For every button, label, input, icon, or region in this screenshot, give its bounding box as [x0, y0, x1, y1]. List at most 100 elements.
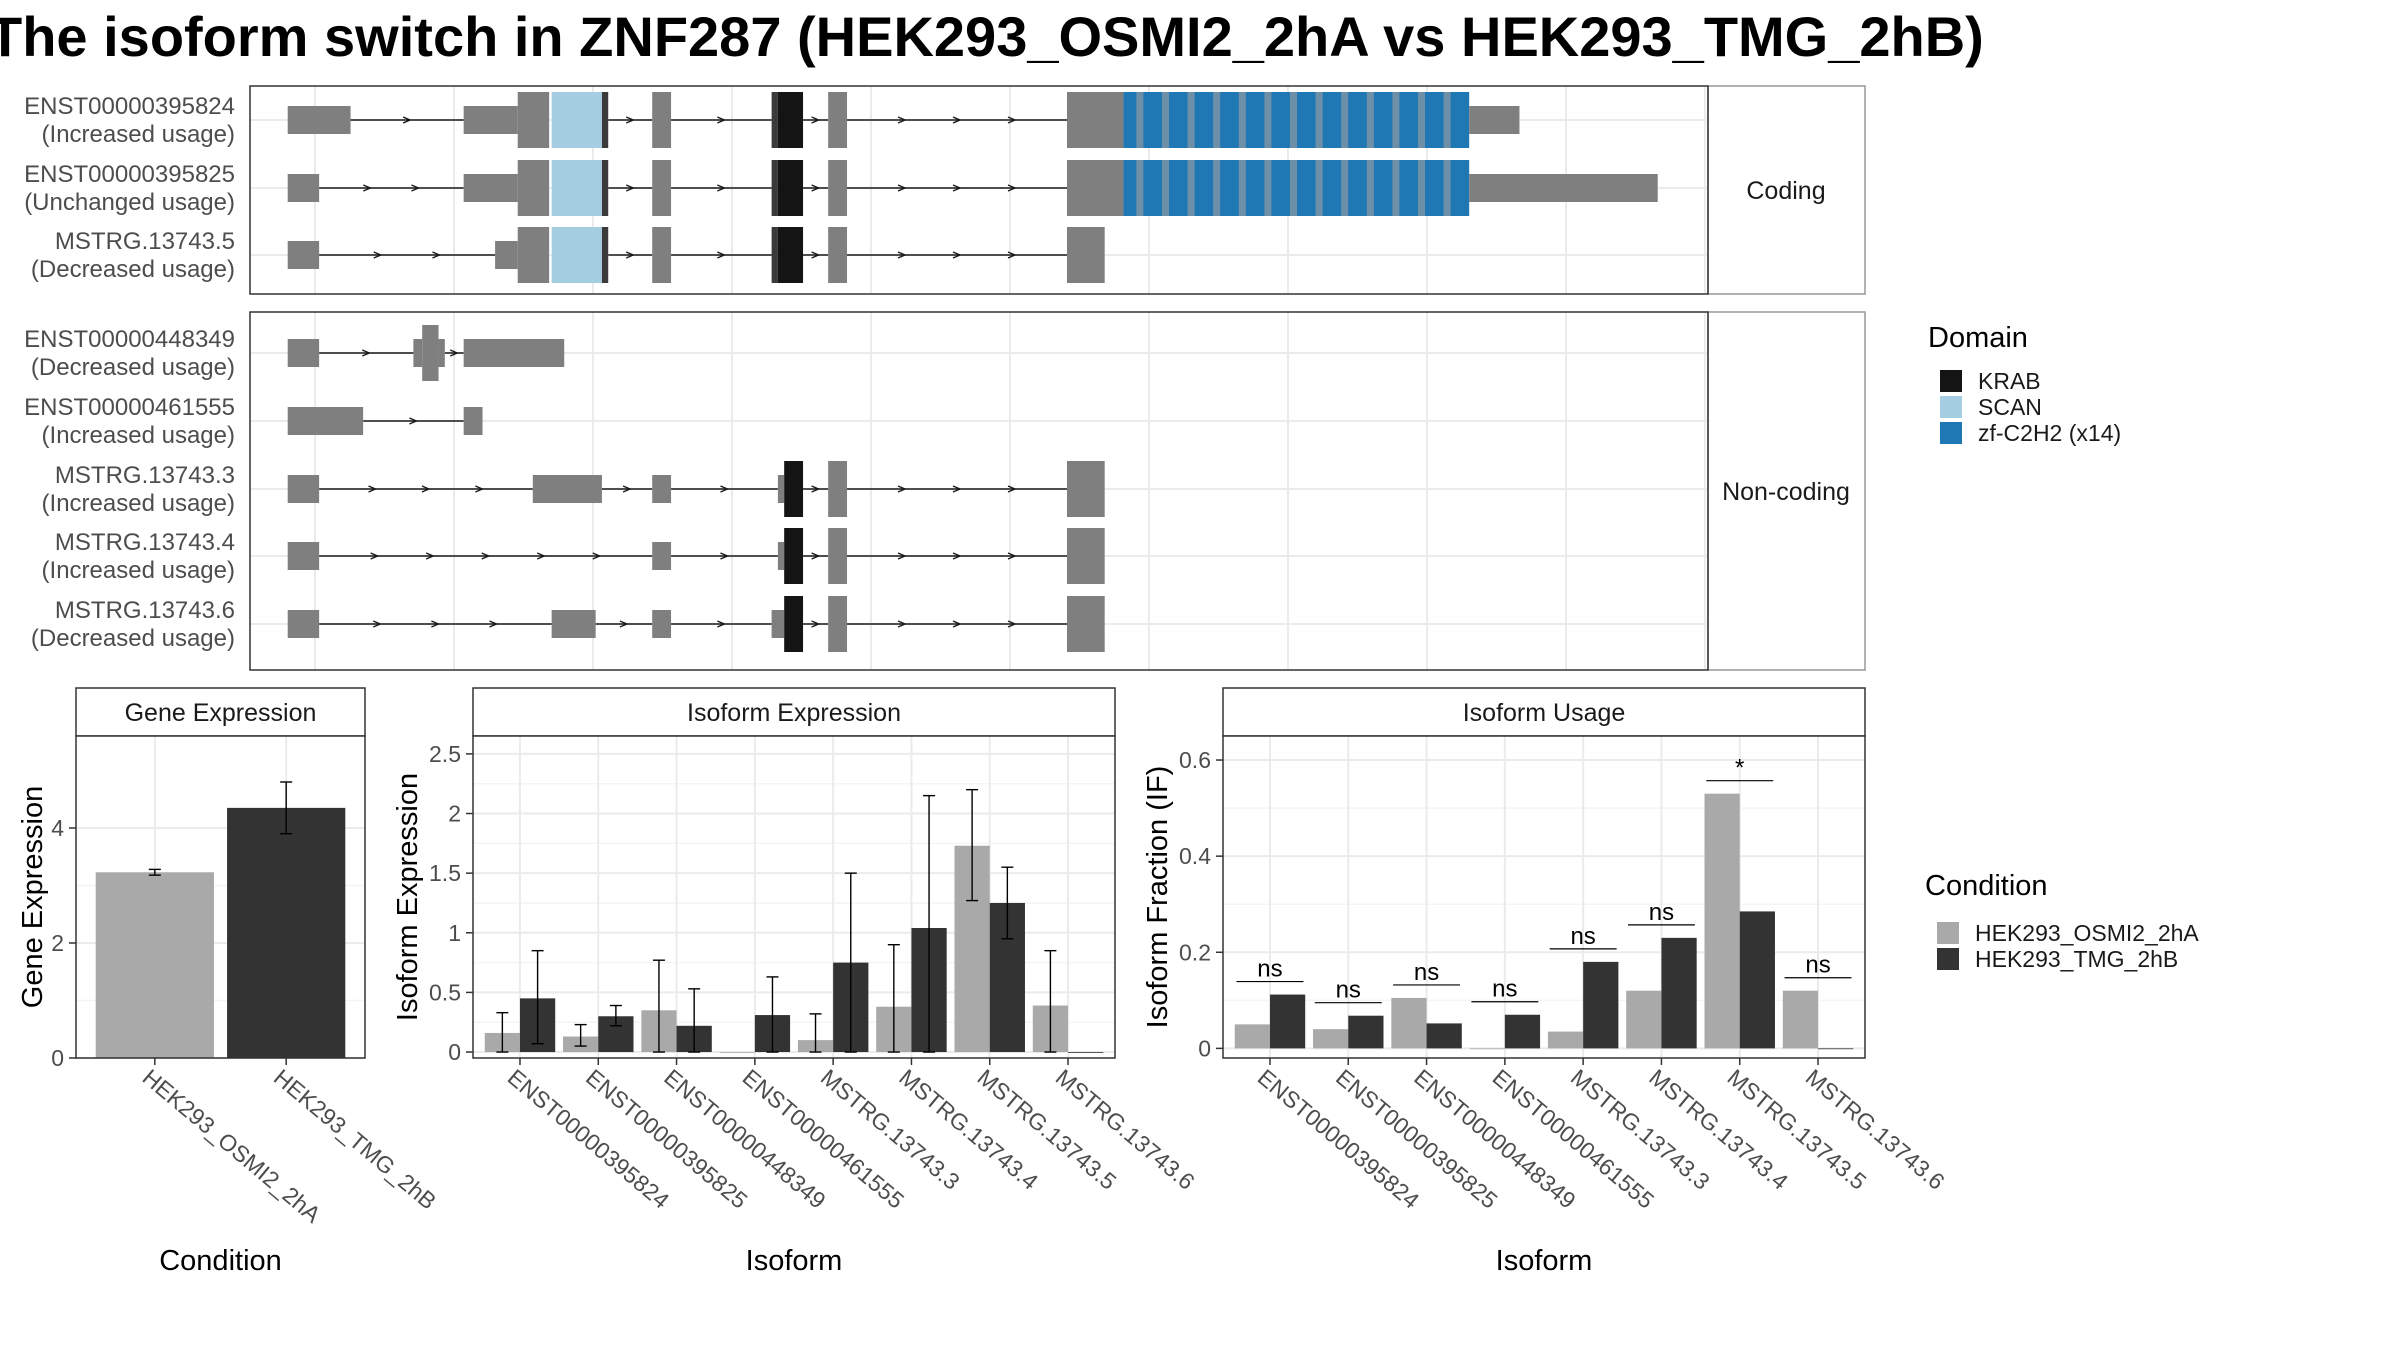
exon-block	[495, 241, 518, 269]
bar	[1234, 1024, 1270, 1049]
structure-panel-border	[249, 311, 1709, 671]
transcript-row: MSTRG.13743.5(Decreased usage)	[31, 227, 1105, 283]
exon-block	[463, 174, 518, 202]
bar	[1469, 1048, 1505, 1050]
transcript-name: ENST00000461555	[24, 394, 235, 421]
zf-band-separator	[1289, 92, 1298, 148]
krab-domain-block	[784, 528, 804, 584]
y-tick-label: 4	[51, 815, 64, 841]
intron-arrow	[952, 620, 962, 628]
zf-band-separator	[1264, 92, 1272, 148]
intron-arrow	[481, 552, 491, 560]
structure-panel-background	[250, 312, 1708, 670]
x-axis-label: Condition	[159, 1245, 282, 1277]
intron-arrow	[1007, 184, 1017, 192]
intron-arrow	[536, 552, 546, 560]
intron-arrow	[489, 620, 499, 628]
exon-block	[287, 174, 320, 202]
intron-arrow	[592, 552, 602, 560]
chart-plot-border	[1222, 735, 1866, 1059]
transcript-usage: (Decreased usage)	[31, 354, 235, 381]
dark-domain-block	[601, 160, 609, 216]
zf-band-separator	[1366, 160, 1374, 216]
zf-band-separator	[1443, 92, 1451, 148]
intron-arrow	[952, 552, 962, 560]
significance-label: ns	[1257, 956, 1282, 983]
intron-arrow	[432, 251, 442, 259]
x-tick-label: MSTRG.13743.4	[894, 1064, 1043, 1195]
intron-arrow	[952, 251, 962, 259]
intron-arrow	[402, 116, 412, 124]
exon-block	[1469, 106, 1520, 134]
exon-block	[1066, 461, 1105, 517]
zf-band-separator	[1161, 92, 1169, 148]
condition-legend-title: Condition	[1925, 870, 2048, 902]
chart-plot-border	[75, 735, 366, 1059]
intron-arrow	[717, 184, 727, 192]
expression-bar-charts: Gene Expression024HEK293_OSMI2_2hAHEK293…	[17, 687, 1950, 1277]
intron-arrow	[625, 184, 635, 192]
krab-domain-block	[777, 92, 804, 148]
scan-domain-block	[551, 92, 602, 148]
condition-legend-label: HEK293_OSMI2_2hA	[1975, 920, 2199, 946]
figure-title: The isoform switch in ZNF287 (HEK293_OSM…	[0, 5, 1984, 68]
zf-band-separator	[1238, 92, 1246, 148]
intron-arrow	[363, 184, 373, 192]
intron-arrow	[897, 552, 907, 560]
intron-arrow	[425, 552, 435, 560]
dark-domain-block	[771, 92, 778, 148]
exon-block	[1469, 174, 1658, 202]
domain-legend-label: KRAB	[1978, 368, 2041, 394]
intron-arrow	[952, 485, 962, 493]
bar	[95, 872, 214, 1058]
bar	[1626, 990, 1662, 1049]
transcript-name: ENST00000395824	[24, 93, 235, 120]
y-tick-label: 2	[51, 930, 64, 956]
x-tick-label: MSTRG.13743.3	[816, 1064, 965, 1195]
facet-strip-label: Coding	[1746, 177, 1825, 205]
bar	[1504, 1014, 1541, 1049]
bar	[1583, 961, 1619, 1049]
transcript-usage: (Unchanged usage)	[24, 189, 235, 216]
significance-label: ns	[1414, 959, 1439, 986]
bar	[1818, 1048, 1854, 1050]
y-tick-label: 1.5	[429, 860, 461, 886]
zf-band-separator	[1161, 160, 1169, 216]
x-tick-label: MSTRG.13743.4	[1644, 1064, 1793, 1195]
x-axis-label: Isoform	[746, 1245, 843, 1277]
intron-arrow	[952, 184, 962, 192]
intron-arrow	[1007, 116, 1017, 124]
scan-domain-block	[551, 227, 602, 283]
intron-arrow	[409, 417, 419, 425]
domain-legend-key	[1940, 370, 1962, 392]
intron-arrow	[411, 184, 421, 192]
exon-block	[287, 407, 364, 435]
x-axis-label: Isoform	[1496, 1245, 1593, 1277]
bar	[1068, 1052, 1104, 1053]
bar	[1547, 1031, 1584, 1049]
chart-title: Isoform Expression	[687, 699, 901, 727]
exon-block	[777, 542, 785, 570]
condition-legend-key	[1937, 948, 1959, 970]
significance-label: ns	[1492, 976, 1517, 1003]
exon-block	[652, 227, 672, 283]
exon-block	[1066, 528, 1105, 584]
exon-block	[652, 610, 672, 638]
bar	[1426, 1023, 1462, 1049]
domain-legend-label: zf-C2H2 (x14)	[1978, 420, 2121, 446]
dark-domain-block	[601, 92, 609, 148]
zf-band-separator	[1213, 92, 1221, 148]
exon-block	[413, 339, 423, 367]
exon-block	[1066, 160, 1124, 216]
intron-arrow	[373, 251, 383, 259]
exon-block	[517, 160, 550, 216]
krab-domain-block	[784, 461, 804, 517]
bar	[719, 1052, 755, 1053]
intron-arrow	[811, 116, 821, 124]
domain-legend-key	[1940, 422, 1962, 444]
intron-arrow	[897, 184, 907, 192]
